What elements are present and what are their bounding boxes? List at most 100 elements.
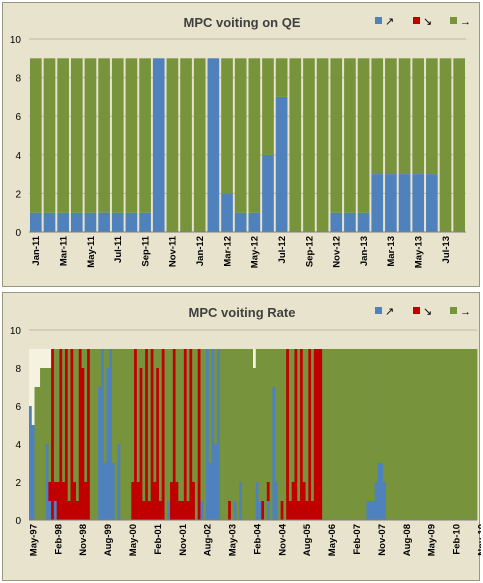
- rate-bar-hold: [291, 349, 295, 482]
- qe-bar-hold: [357, 58, 370, 213]
- qe-x-tick-label: Nov-11: [168, 235, 179, 267]
- rate-bar-up: [208, 463, 212, 520]
- rate-bar-hold: [167, 349, 171, 501]
- rate-y-tick-label: 2: [15, 478, 21, 489]
- rate-bar-down: [183, 349, 188, 520]
- rate-bar-down: [228, 501, 232, 520]
- qe-y-tick-label: 6: [15, 112, 21, 123]
- rate-bar-down: [84, 482, 88, 520]
- qe-legend-swatch: [375, 17, 382, 24]
- rate-bar-up: [100, 349, 105, 520]
- rate-bar-up: [217, 349, 221, 520]
- qe-bar-up: [207, 58, 220, 232]
- qe-bar-hold: [98, 58, 110, 213]
- qe-bar-hold: [234, 58, 247, 213]
- rate-bar-down: [142, 501, 146, 520]
- rate-legend-label: ↗: [385, 306, 394, 318]
- qe-bar-up: [398, 174, 411, 232]
- rate-y-tick-label: 0: [15, 516, 21, 527]
- qe-x-tick-label: Mar-13: [386, 236, 397, 267]
- rate-bar-hold: [219, 349, 229, 520]
- rate-bar-hold: [366, 349, 376, 501]
- rate-bar-down: [161, 349, 165, 520]
- rate-bar-hold: [230, 349, 235, 520]
- rate-bar-hold: [131, 349, 135, 482]
- rate-bar-down: [308, 349, 312, 520]
- rate-legend-swatch: [413, 307, 420, 314]
- rate-legend-label: ↘: [423, 306, 432, 318]
- rate-bar-hold: [147, 349, 152, 501]
- rate-x-tick-label: Nov-07: [377, 524, 388, 556]
- qe-bar-hold: [371, 58, 384, 175]
- rate-x-tick-label: Feb-01: [153, 523, 164, 554]
- rate-bar-down: [186, 501, 190, 520]
- qe-x-tick-label: May-11: [86, 235, 97, 267]
- qe-bar-hold: [84, 58, 97, 213]
- rate-bar-hold: [377, 349, 384, 463]
- rate-bar-hold: [236, 349, 240, 520]
- rate-bar-down: [53, 482, 58, 501]
- rate-bar-hold: [117, 349, 121, 444]
- qe-bar-hold: [43, 58, 56, 213]
- qe-bar-up: [262, 154, 274, 232]
- qe-legend-label: ↘: [423, 16, 432, 28]
- rate-bar-hold: [241, 349, 254, 520]
- rate-bar-empty: [48, 349, 52, 368]
- rate-bar-hold: [175, 349, 179, 482]
- rate-bar-hold: [34, 387, 41, 520]
- rate-bar-hold: [297, 349, 301, 501]
- rate-bar-up: [266, 501, 270, 520]
- rate-bar-down: [175, 482, 179, 520]
- rate-bar-hold: [142, 349, 146, 501]
- qe-bar-hold: [248, 58, 261, 213]
- rate-bar-up: [29, 406, 33, 520]
- rate-vote-chart: MPC voiting Rate 0 2 4 6 8 10 ↗ ↘ → May-97 Feb-98 No…: [10, 305, 481, 556]
- rate-bar-hold: [136, 349, 141, 482]
- rate-x-tick-label: Aug-02: [203, 524, 214, 556]
- qe-x-tick-label: Jan-13: [359, 236, 370, 266]
- rate-bar-hold: [253, 368, 257, 520]
- rate-bar-up: [255, 482, 259, 520]
- rate-bar-empty: [31, 349, 35, 425]
- rate-bar-down: [294, 349, 298, 520]
- rate-bar-hold: [164, 349, 168, 520]
- qe-bar-up: [111, 212, 124, 232]
- qe-y-tick-label: 2: [15, 189, 21, 200]
- rate-bar-hold: [81, 349, 85, 368]
- rate-bar-down: [156, 368, 160, 520]
- qe-bar-up: [98, 212, 110, 232]
- rate-bar-down: [70, 349, 74, 520]
- qe-bar-hold: [30, 58, 42, 213]
- qe-bar-up: [30, 212, 42, 232]
- qe-bar-up: [385, 174, 397, 232]
- qe-bar-hold: [344, 58, 356, 213]
- rate-bar-hold: [106, 349, 110, 368]
- rate-bar-hold: [67, 349, 71, 501]
- rate-bar-down: [305, 501, 309, 520]
- rate-bar-up: [98, 387, 102, 520]
- rate-bar-up: [377, 463, 384, 520]
- qe-legend-swatch: [450, 17, 457, 24]
- qe-bar-hold: [111, 58, 124, 213]
- rate-bar-up: [205, 349, 210, 520]
- rate-bar-hold: [214, 349, 218, 444]
- rate-x-tick-label: May-03: [228, 524, 239, 556]
- qe-bar-up: [412, 174, 425, 232]
- qe-x-tick-label: May-12: [250, 236, 261, 268]
- qe-bar-up: [371, 174, 384, 232]
- qe-y-tick-label: 10: [10, 35, 22, 46]
- rate-bar-hold: [40, 368, 46, 520]
- rate-bar-hold: [233, 349, 237, 501]
- rate-legend-swatch: [375, 307, 382, 314]
- rate-bar-hold: [192, 349, 196, 482]
- rate-bar-down: [147, 501, 152, 520]
- rate-bar-down: [280, 501, 284, 520]
- rate-bar-hold: [56, 349, 60, 482]
- rate-bar-hold: [288, 349, 293, 501]
- rate-bar-down: [48, 482, 52, 501]
- rate-bar-hold: [45, 368, 49, 444]
- rate-bar-down: [62, 482, 66, 520]
- rate-bar-down: [78, 349, 82, 520]
- rate-bar-hold: [194, 349, 199, 520]
- rate-bar-down: [189, 349, 193, 520]
